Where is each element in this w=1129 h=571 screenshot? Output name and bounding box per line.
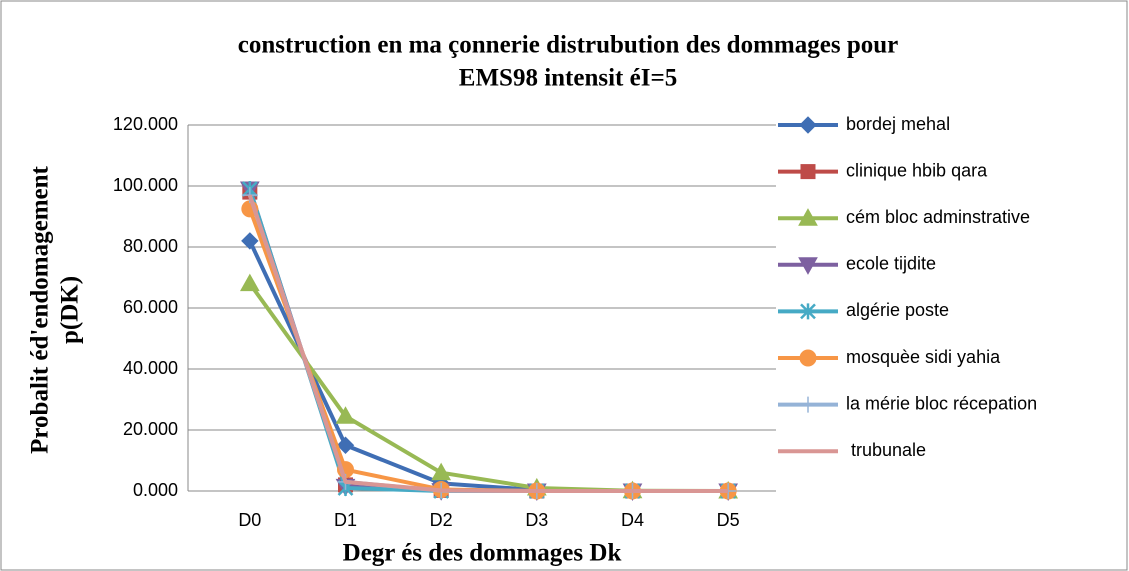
legend-label: trubunale — [846, 440, 926, 460]
legend-label: algérie poste — [846, 300, 949, 320]
chart-title: EMS98 intensit éI=5 — [459, 65, 677, 92]
marker — [335, 406, 356, 424]
marker — [800, 164, 816, 180]
x-tick-label: D4 — [621, 510, 644, 530]
y-tick-label: 60.000 — [123, 297, 178, 317]
x-tick-label: D0 — [238, 510, 261, 530]
marker — [799, 349, 817, 367]
marker — [798, 208, 818, 226]
legend-label: clinique hbib qara — [846, 160, 988, 180]
legend-label: la mérie bloc récepation — [846, 393, 1037, 413]
y-tick-label: 120.000 — [113, 114, 178, 134]
x-axis-label: Degr és des dommages Dk — [343, 540, 622, 567]
legend-label: mosquèe sidi yahia — [846, 347, 1001, 367]
marker — [336, 436, 355, 454]
marker — [799, 116, 817, 134]
y-axis-label: Probalit éd'endomagement — [27, 165, 54, 453]
series-line — [247, 194, 729, 493]
legend-label: bordej mehal — [846, 114, 950, 134]
marker — [800, 303, 816, 320]
marker — [431, 462, 452, 481]
x-tick-label: D3 — [525, 510, 548, 530]
legend-label: ecole tijdite — [846, 254, 936, 274]
marker — [800, 396, 816, 413]
x-tick-label: D2 — [430, 510, 453, 530]
x-tick-label: D1 — [334, 510, 357, 530]
chart-title: construction en ma çonnerie distrubution… — [238, 32, 898, 59]
y-tick-label: 20.000 — [123, 419, 178, 439]
legend-label: cém bloc adminstrative — [846, 207, 1030, 227]
y-tick-label: 0.000 — [133, 480, 178, 500]
marker — [239, 273, 260, 292]
y-tick-label: 80.000 — [123, 236, 178, 256]
y-tick-label: 100.000 — [113, 175, 178, 195]
marker — [798, 257, 818, 275]
y-axis-label: p(DK) — [57, 276, 84, 344]
x-tick-label: D5 — [717, 510, 740, 530]
marker — [241, 232, 259, 250]
y-tick-label: 40.000 — [123, 358, 178, 378]
